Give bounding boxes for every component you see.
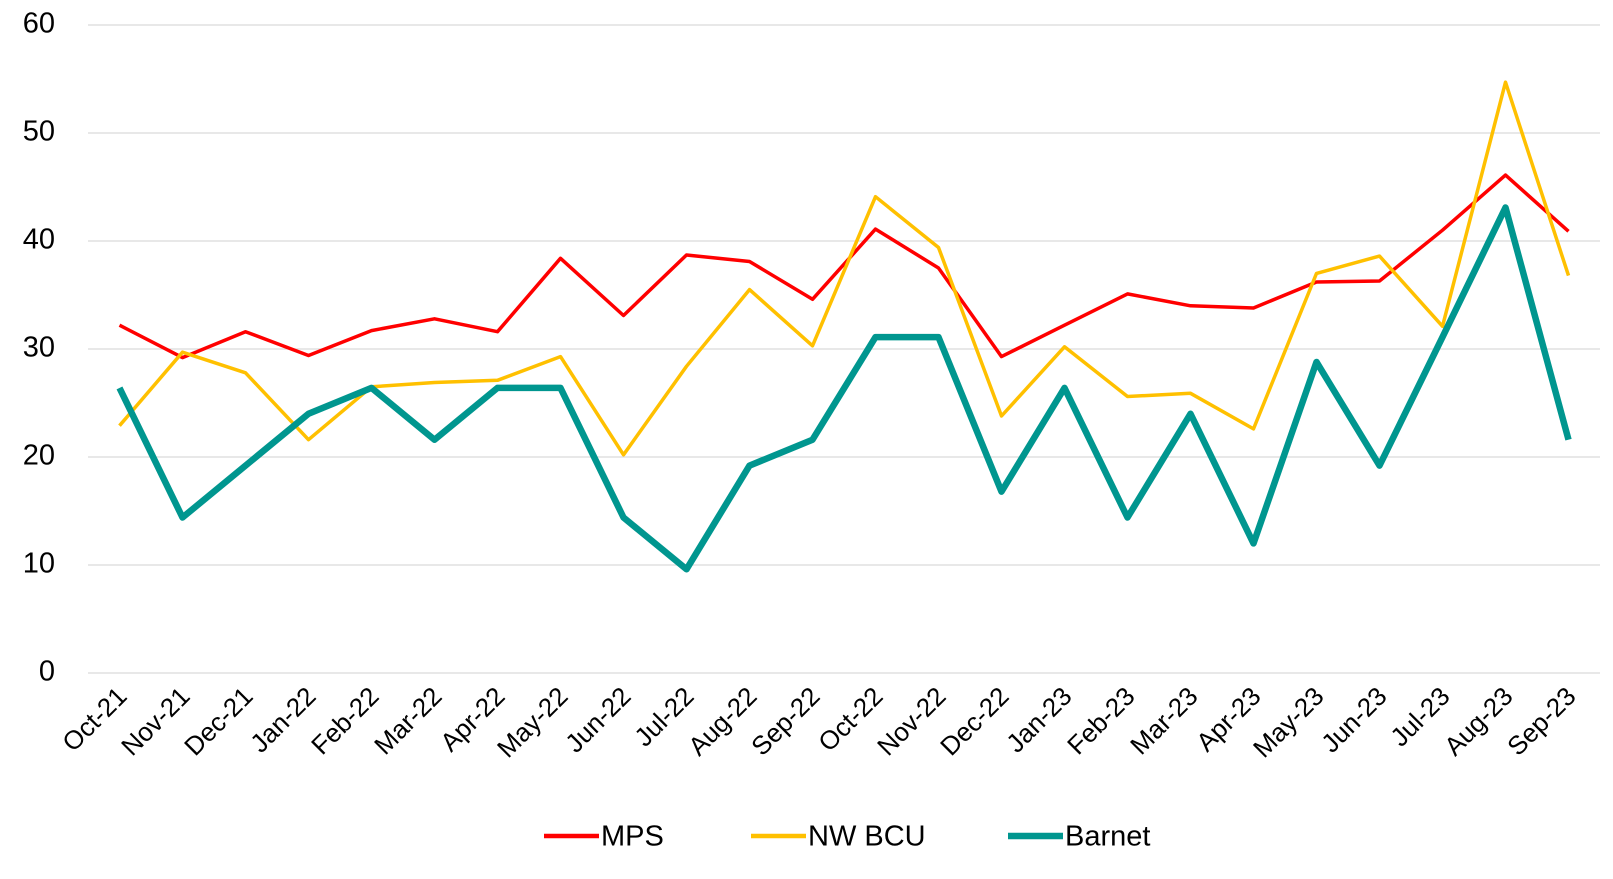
y-tick-label: 40 [23,224,55,256]
x-tick-label: Dec-22 [934,681,1014,761]
y-tick-label: 60 [23,8,55,40]
x-tick-label: Feb-23 [1061,681,1140,760]
legend-label: NW BCU [808,821,926,853]
x-tick-label: Feb-22 [305,681,384,760]
x-tick-label: Dec-21 [178,681,258,761]
legend-label: Barnet [1065,821,1150,853]
x-tick-label: Jun-22 [559,681,636,758]
y-tick-label: 50 [23,116,55,148]
x-tick-label: Mar-22 [368,681,447,760]
x-tick-label: May-23 [1247,681,1330,764]
x-tick-label: Jun-23 [1315,681,1392,758]
y-tick-label: 0 [39,656,55,688]
x-tick-label: Sep-22 [745,681,825,761]
x-tick-label: Jan-23 [1000,681,1077,758]
data-line [116,204,1572,573]
legend-item: MPS [544,821,664,853]
x-tick-label: Aug-22 [682,681,762,761]
y-tick-label: 10 [23,548,55,580]
x-tick-label: Aug-23 [1438,681,1518,761]
x-tick-label: Mar-23 [1124,681,1203,760]
x-tick-label: Jan-22 [244,681,321,758]
x-tick-label: May-22 [491,681,574,764]
legend-item: Barnet [1008,821,1150,853]
data-line [118,173,1570,360]
y-tick-label: 20 [23,440,55,472]
legend-item: NW BCU [751,821,926,853]
x-tick-label: Sep-23 [1501,681,1581,761]
x-tick-label: Nov-21 [115,681,195,761]
legend-label: MPS [601,821,664,853]
x-tick-label: Nov-22 [871,681,951,761]
y-tick-label: 30 [23,332,55,364]
